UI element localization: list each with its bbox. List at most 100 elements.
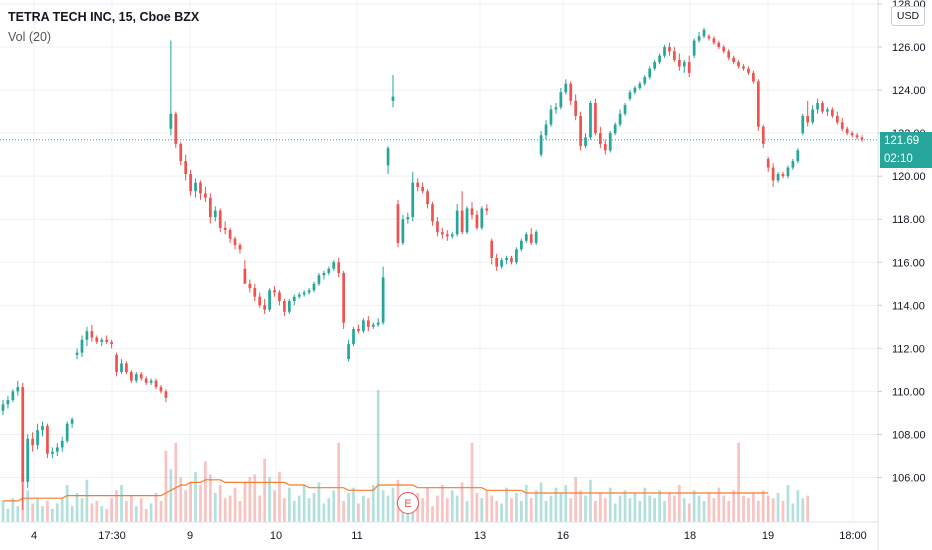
candle bbox=[129, 369, 133, 383]
volume-bar bbox=[549, 495, 553, 522]
candle bbox=[184, 154, 188, 181]
candle bbox=[544, 120, 548, 140]
candle bbox=[268, 288, 271, 312]
volume-bar bbox=[445, 498, 449, 522]
volume-bar bbox=[149, 503, 153, 522]
candle-body bbox=[485, 208, 489, 211]
candle-body bbox=[51, 451, 54, 454]
candle bbox=[594, 98, 597, 136]
candle-body bbox=[460, 210, 464, 233]
candle-body bbox=[55, 447, 59, 452]
candle-body bbox=[134, 374, 138, 381]
volume-bar bbox=[273, 490, 276, 522]
candle-body bbox=[771, 167, 775, 181]
candle bbox=[589, 100, 592, 140]
candle bbox=[801, 113, 805, 136]
candle-body bbox=[278, 292, 281, 302]
candle-body bbox=[510, 257, 513, 263]
candle bbox=[248, 279, 252, 293]
time-axis[interactable]: 4 17:30 9 10 11 13 16 18 19 18:00 bbox=[0, 521, 878, 542]
volume-bar bbox=[110, 498, 113, 522]
volume-bar bbox=[431, 506, 434, 522]
candle-body bbox=[233, 238, 237, 246]
volume-bar bbox=[594, 500, 597, 522]
candle-body bbox=[347, 344, 350, 360]
candle bbox=[391, 75, 395, 108]
volume-bar bbox=[436, 495, 439, 522]
candle bbox=[623, 103, 627, 116]
volume-bar bbox=[633, 492, 637, 522]
candle-body bbox=[584, 137, 587, 147]
candle bbox=[80, 335, 84, 357]
volume-bar bbox=[687, 503, 691, 522]
candle-body bbox=[268, 290, 271, 310]
candle-body bbox=[194, 182, 197, 192]
volume-bar bbox=[455, 495, 459, 522]
candle-body bbox=[46, 425, 49, 454]
volume-bar bbox=[129, 495, 133, 522]
volume-bar bbox=[421, 498, 424, 522]
volume-bar bbox=[761, 490, 765, 522]
candle bbox=[673, 47, 676, 63]
volume-bar bbox=[441, 485, 444, 522]
candle bbox=[707, 34, 711, 41]
candle bbox=[554, 103, 558, 114]
price-axis[interactable]: 106.00 108.00 110.00 112.00 114.00 116.00 118.… bbox=[877, 0, 926, 550]
earnings-marker[interactable]: E bbox=[397, 492, 419, 514]
volume-bar bbox=[668, 492, 671, 522]
candle bbox=[337, 257, 341, 278]
candle-body bbox=[480, 208, 484, 228]
candle bbox=[510, 255, 513, 265]
volume-bar bbox=[613, 503, 617, 522]
volume-bar bbox=[554, 487, 558, 522]
candle-body bbox=[826, 109, 829, 112]
candle bbox=[633, 85, 637, 95]
candle bbox=[332, 260, 336, 271]
volume-bar bbox=[648, 495, 652, 522]
candle bbox=[450, 232, 454, 239]
candle bbox=[307, 288, 311, 295]
volume-bar bbox=[598, 492, 602, 522]
candle bbox=[376, 318, 380, 327]
candle-body bbox=[396, 204, 400, 243]
volume-bar bbox=[682, 498, 686, 522]
volume-bars bbox=[1, 390, 810, 522]
volume-bar bbox=[90, 503, 94, 522]
volume-bar bbox=[263, 458, 267, 522]
volume-bar bbox=[307, 498, 311, 522]
candle bbox=[416, 178, 420, 192]
currency-selector[interactable]: USD bbox=[891, 6, 925, 26]
candle-body bbox=[263, 305, 267, 310]
candle bbox=[663, 44, 666, 58]
candle bbox=[485, 204, 489, 215]
volume-bar bbox=[653, 498, 657, 522]
volume-bar bbox=[603, 498, 607, 522]
price-tick-label: 120.00 bbox=[892, 171, 926, 183]
candle-body bbox=[41, 425, 44, 431]
time-tick-label: 11 bbox=[351, 530, 362, 542]
volume-bar bbox=[357, 503, 360, 522]
time-tick-label: 16 bbox=[557, 530, 569, 542]
candle bbox=[263, 298, 267, 314]
candle-body bbox=[208, 197, 212, 218]
volume-bar bbox=[51, 508, 54, 522]
volume-bar bbox=[159, 500, 163, 522]
volume-bar bbox=[786, 485, 790, 522]
candle bbox=[401, 214, 405, 246]
candle bbox=[85, 326, 89, 347]
volume-bar bbox=[75, 492, 79, 522]
candle-body bbox=[756, 81, 760, 127]
candle-body bbox=[633, 87, 637, 93]
volume-bar bbox=[283, 498, 286, 522]
volume-bar bbox=[253, 474, 257, 522]
candle-body bbox=[663, 47, 666, 56]
volume-bar bbox=[376, 390, 380, 522]
candle bbox=[569, 81, 573, 106]
candle bbox=[584, 133, 587, 149]
candle bbox=[243, 260, 247, 284]
volume-bar bbox=[579, 490, 582, 522]
candle bbox=[574, 94, 578, 121]
candle bbox=[292, 294, 296, 306]
candle bbox=[500, 257, 503, 269]
